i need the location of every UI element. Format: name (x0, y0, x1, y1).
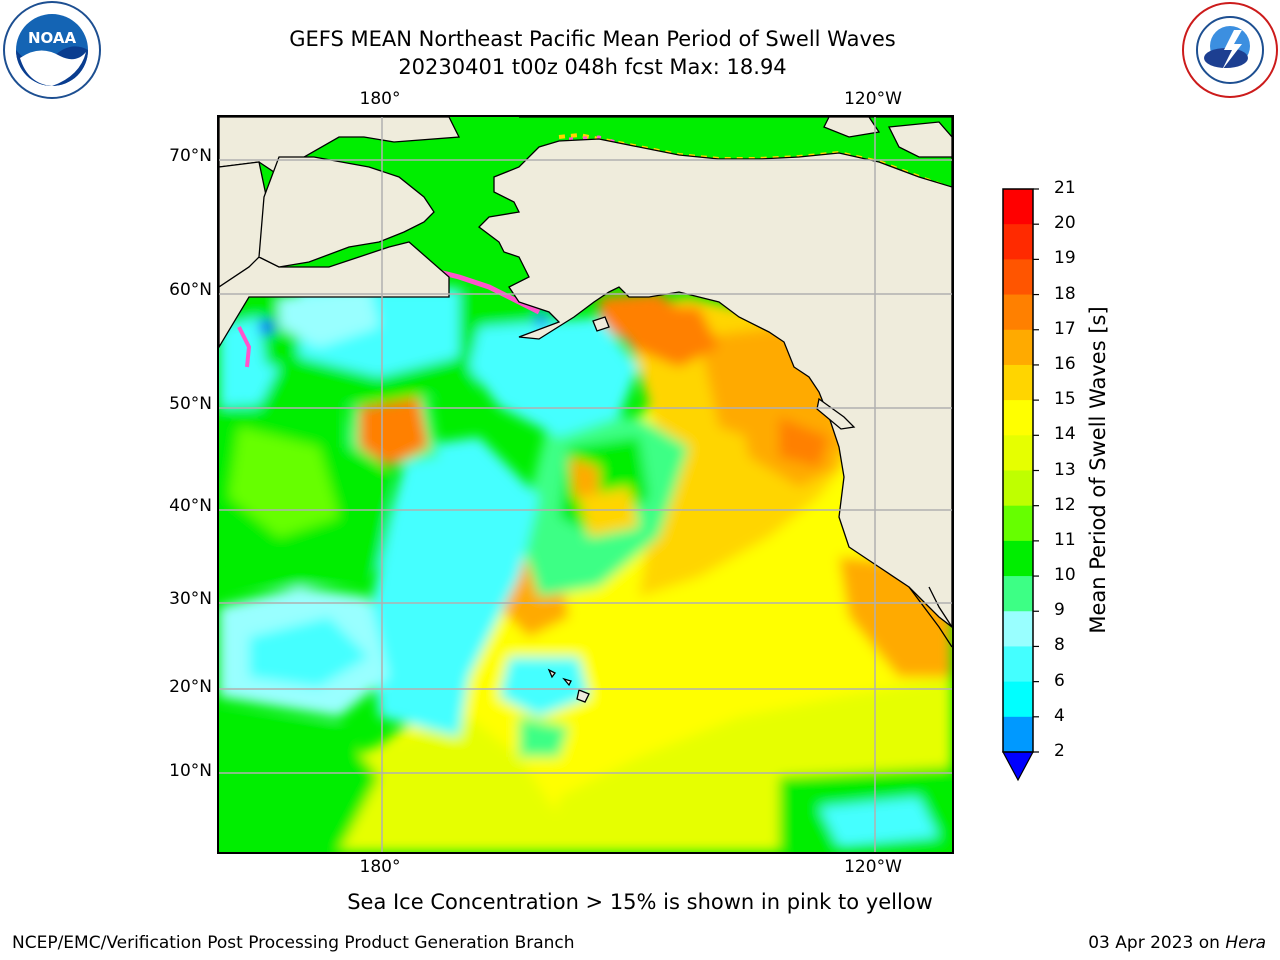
sea-ice-caption: Sea Ice Concentration > 15% is shown in … (347, 890, 933, 914)
colorbar-tick-label: 16 (1054, 353, 1076, 374)
colorbar-swatch (1003, 470, 1033, 507)
colorbar (1001, 188, 1039, 782)
colorbar-swatch (1003, 400, 1033, 436)
colorbar-tick-label: 20 (1054, 213, 1076, 234)
colorbar-tick-label: 14 (1054, 424, 1076, 445)
map-subtitle: 20230401 t00z 048h fcst Max: 18.94 (398, 55, 787, 79)
colorbar-swatch (1003, 294, 1033, 331)
colorbar-swatches (1003, 189, 1033, 753)
colorbar-tick-label: 4 (1054, 705, 1065, 726)
lat-label-40n: 40°N (169, 496, 212, 516)
lat-label-10n: 10°N (169, 761, 212, 781)
footer-credit: NCEP/EMC/Verification Post Processing Pr… (12, 933, 575, 953)
colorbar-tick-label: 10 (1054, 565, 1076, 586)
colorbar-tick-label: 6 (1054, 670, 1065, 691)
lon-label-top-180: 180° (359, 89, 401, 109)
lat-label-30n: 30°N (169, 589, 212, 609)
colorbar-swatch (1003, 611, 1033, 647)
colorbar-tick-label: 11 (1054, 529, 1076, 550)
map-panel (217, 115, 954, 854)
colorbar-swatch (1003, 681, 1033, 718)
lat-label-50n: 50°N (169, 394, 212, 414)
nws-logo-icon (1182, 2, 1278, 98)
colorbar-tick-label: 13 (1054, 459, 1076, 480)
colorbar-swatch (1003, 329, 1033, 366)
colorbar-extend-arrow (1001, 751, 1035, 782)
lon-label-top-120w: 120°W (844, 89, 902, 109)
colorbar-swatch (1003, 716, 1033, 753)
colorbar-tick-label: 8 (1054, 635, 1065, 656)
lon-label-bottom-120w: 120°W (844, 857, 902, 877)
colorbar-tick-label: 17 (1054, 318, 1076, 339)
colorbar-swatch (1003, 540, 1033, 577)
colorbar-tick-label: 9 (1054, 600, 1065, 621)
colorbar-swatch (1003, 224, 1033, 260)
colorbar-tick-label: 21 (1054, 178, 1076, 198)
map-title: GEFS MEAN Northeast Pacific Mean Period … (289, 27, 896, 51)
lon-label-bottom-180: 180° (359, 857, 401, 877)
colorbar-swatch (1003, 189, 1033, 225)
colorbar-swatch (1003, 576, 1033, 612)
colorbar-tick-label: 12 (1054, 494, 1076, 515)
colorbar-swatch (1003, 646, 1033, 683)
swell-period-map (219, 117, 952, 852)
colorbar-swatch (1003, 364, 1033, 401)
noaa-logo-icon: NOAA (3, 1, 101, 99)
colorbar-tick-label: 2 (1054, 741, 1065, 761)
colorbar-swatch (1003, 505, 1033, 542)
colorbar-swatch (1003, 259, 1033, 296)
footer-date: 03 Apr 2023 on Hera (1088, 933, 1266, 953)
colorbar-title: Mean Period of Swell Waves [s] (1086, 306, 1110, 634)
colorbar-tick-label: 15 (1054, 389, 1076, 410)
lat-label-70n: 70°N (169, 146, 212, 166)
colorbar-tick-label: 18 (1054, 283, 1076, 304)
colorbar-swatch (1003, 435, 1033, 471)
lat-label-60n: 60°N (169, 280, 212, 300)
lat-label-20n: 20°N (169, 677, 212, 697)
colorbar-tick-label: 19 (1054, 248, 1076, 269)
noaa-logo-text: NOAA (28, 29, 77, 47)
